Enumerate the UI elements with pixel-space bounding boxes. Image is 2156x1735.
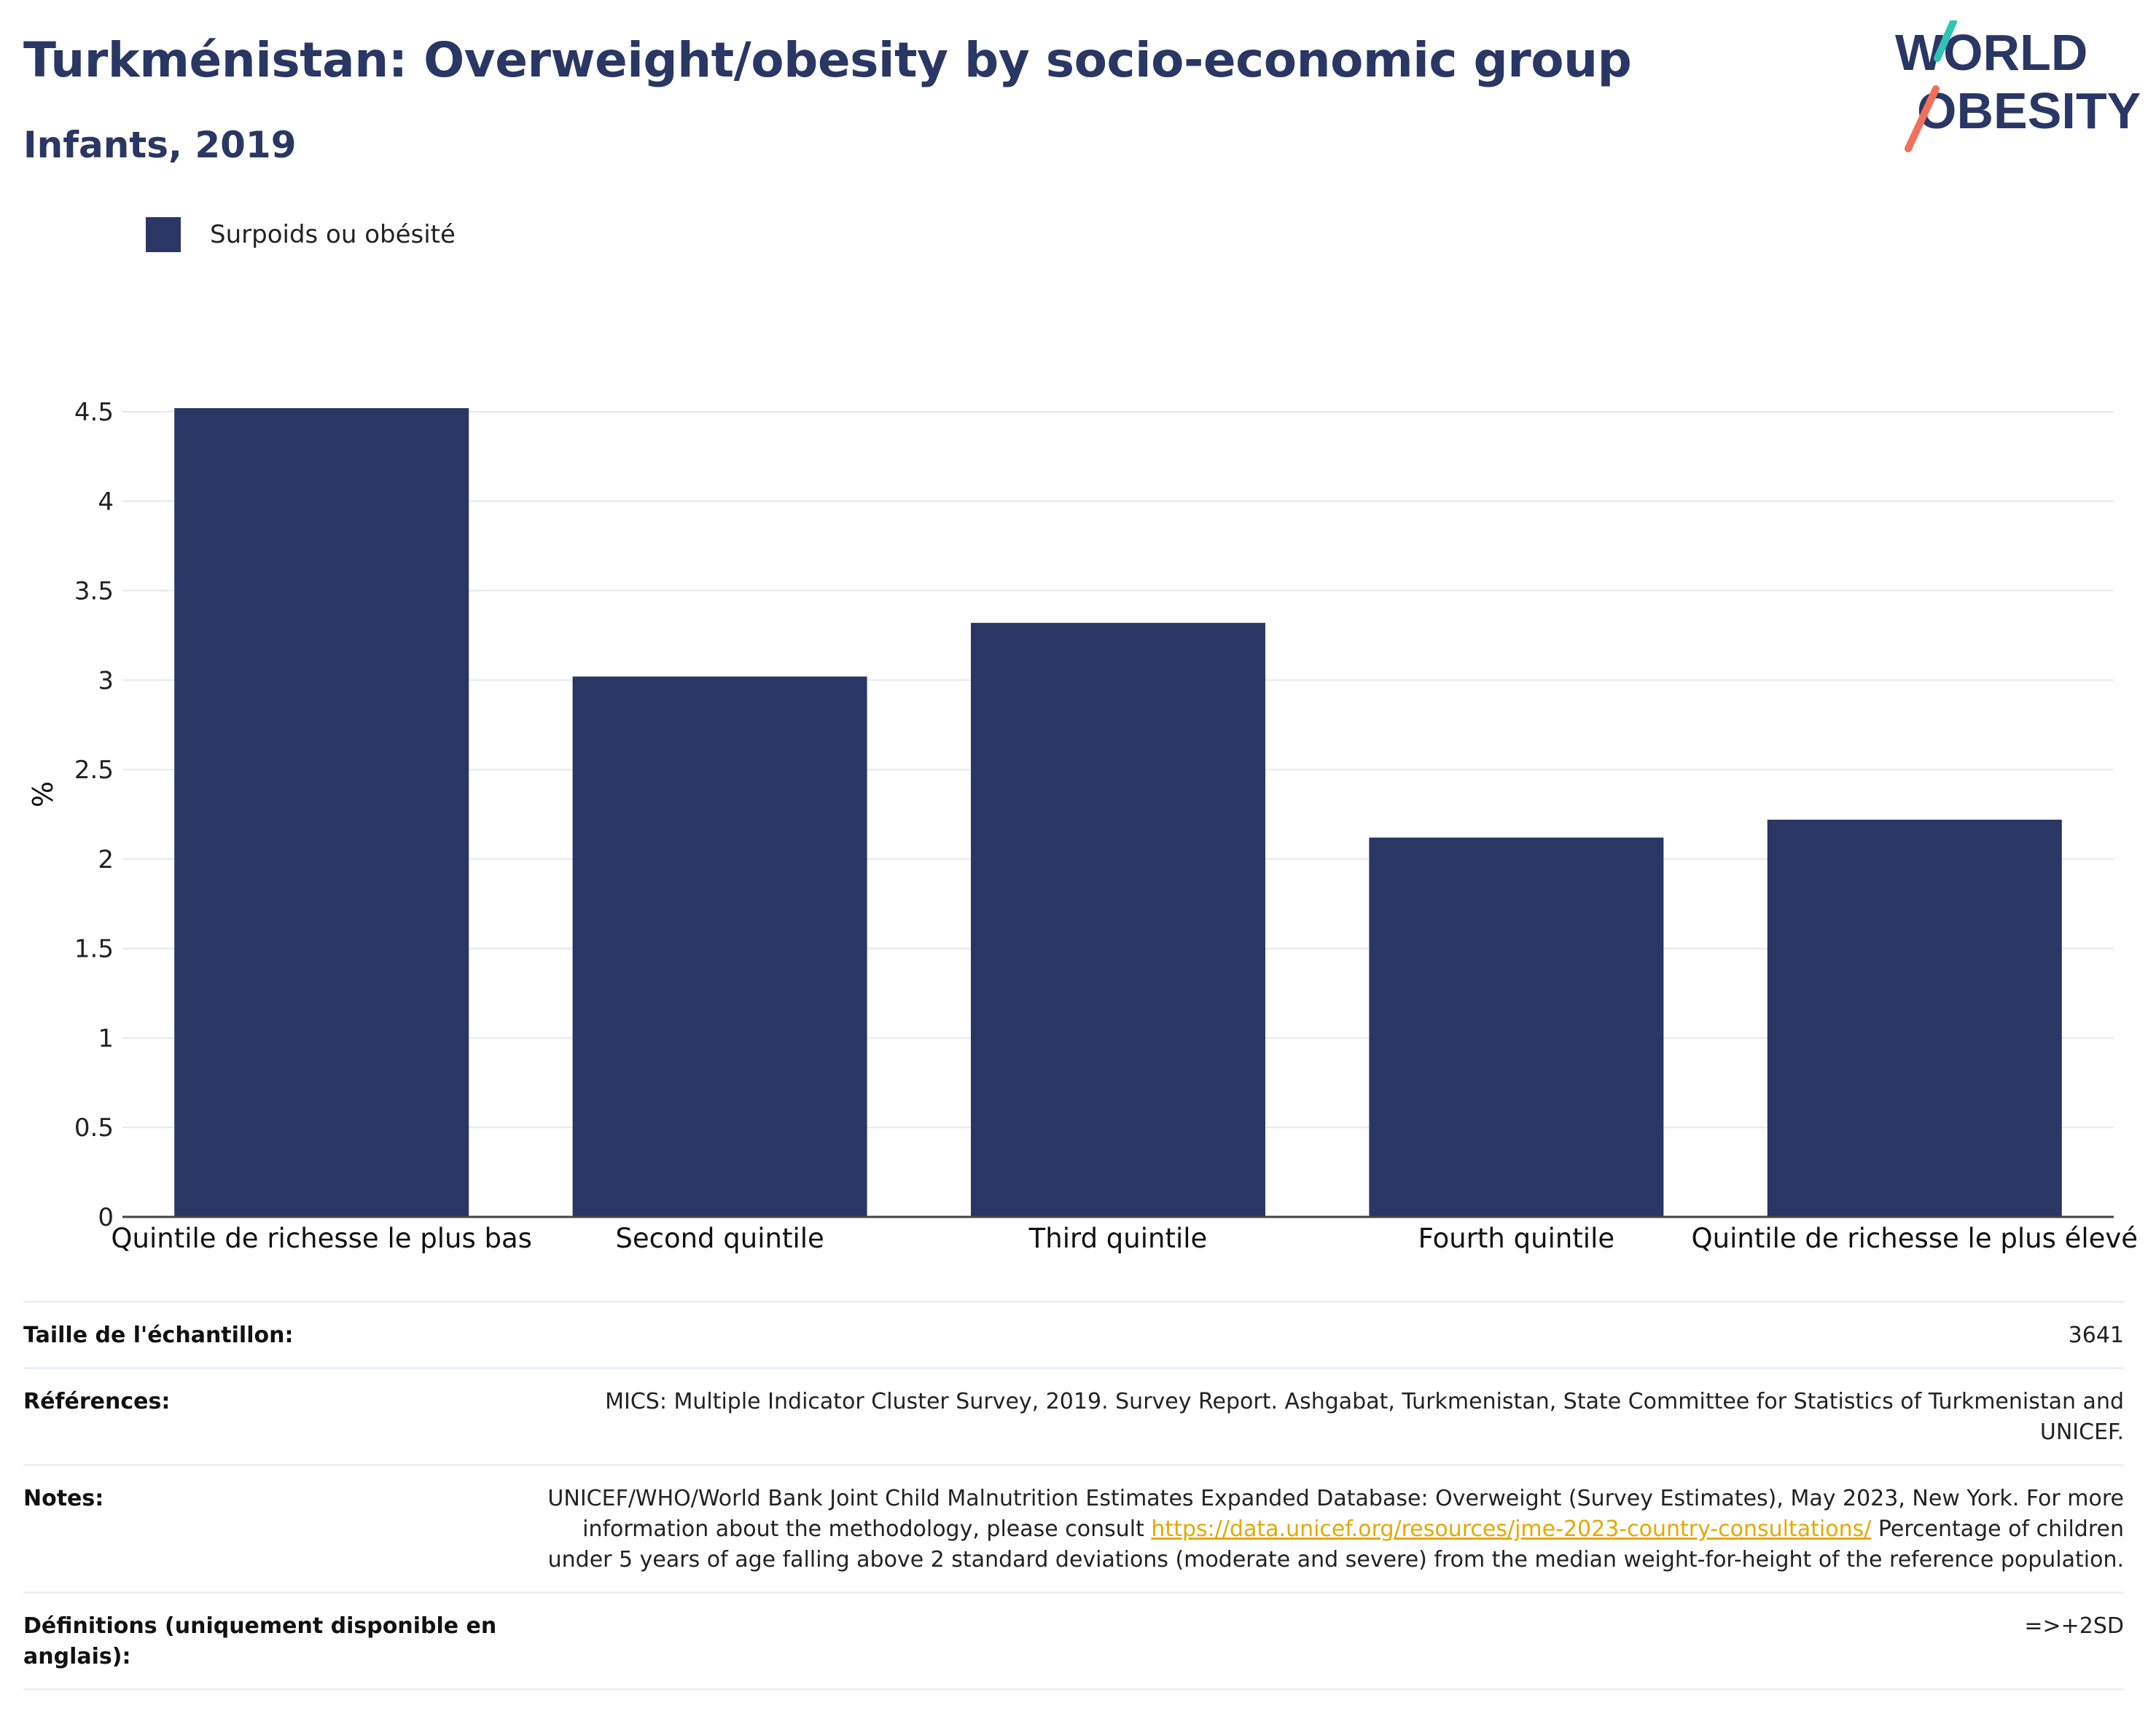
metadata-table: Taille de l'échantillon: 3641 Références… <box>23 1301 2124 1691</box>
legend-swatch <box>146 217 181 252</box>
y-axis-title: % <box>27 781 59 807</box>
notes-text-2: Percentage of children under 5 years of … <box>547 1516 2124 1573</box>
bar[interactable] <box>1369 837 1664 1217</box>
meta-row-sample-size: Taille de l'échantillon: 3641 <box>23 1301 2124 1367</box>
bar[interactable] <box>1767 819 2062 1217</box>
meta-row-notes: Notes: UNICEF/WHO/World Bank Joint Child… <box>23 1464 2124 1591</box>
y-tick-label: 3.5 <box>74 577 114 606</box>
y-tick-label: 3 <box>98 666 114 695</box>
logo-text-obesity: OBESITY <box>1917 82 2141 139</box>
y-tick-label: 0.5 <box>74 1113 114 1143</box>
chart-bars <box>174 408 2062 1217</box>
meta-value-sample-size: 3641 <box>2068 1323 2124 1348</box>
bar[interactable] <box>971 622 1265 1217</box>
y-tick-label: 0 <box>98 1203 114 1232</box>
x-tick-label: Second quintile <box>615 1223 824 1254</box>
world-obesity-logo: WORLD OBESITY <box>1895 20 2141 152</box>
bar[interactable] <box>572 676 867 1217</box>
meta-value-definitions: =>+2SD <box>2024 1613 2124 1639</box>
meta-value-notes: UNICEF/WHO/World Bank Joint Child Malnut… <box>520 1484 2124 1575</box>
x-tick-label: Quintile de richesse le plus élevé <box>1692 1223 2139 1254</box>
y-tick-label: 1 <box>98 1024 114 1053</box>
meta-key-sample-size: Taille de l'échantillon: <box>23 1323 294 1348</box>
y-axis-ticks: 0 0.5 1 1.5 2 2.5 3 3.5 4 4.5 <box>74 398 114 1232</box>
meta-key-references: Références: <box>23 1389 171 1414</box>
page-title: Turkménistan: Overweight/obesity by soci… <box>23 32 1632 88</box>
y-tick-label: 2 <box>98 845 114 874</box>
meta-key-notes: Notes: <box>23 1486 104 1511</box>
meta-row-definitions: Définitions (uniquement disponible en an… <box>23 1591 2124 1691</box>
meta-key-definitions: Définitions (uniquement disponible en an… <box>23 1613 497 1669</box>
y-tick-label: 1.5 <box>74 935 114 964</box>
bar-chart: 0 0.5 1 1.5 2 2.5 3 3.5 4 4.5 Quintile de richess… <box>27 398 2138 1254</box>
x-tick-label: Third quintile <box>1028 1223 1208 1254</box>
x-tick-label: Quintile de richesse le plus bas <box>111 1223 532 1254</box>
logo-slash-bottom <box>1905 85 1940 152</box>
chart-legend: Surpoids ou obésité <box>146 216 456 254</box>
y-tick-label: 4 <box>98 487 114 517</box>
logo-text-world: WORLD <box>1895 24 2087 81</box>
notes-text-1: UNICEF/WHO/World Bank Joint Child Malnut… <box>547 1486 2124 1542</box>
y-tick-label: 2.5 <box>74 756 114 785</box>
meta-row-references: Références: MICS: Multiple Indicator Clu… <box>23 1367 2124 1464</box>
meta-value-references: MICS: Multiple Indicator Cluster Survey,… <box>605 1389 2124 1445</box>
logo-slash-top <box>1934 20 1957 62</box>
legend-label: Surpoids ou obésité <box>210 220 456 249</box>
page-subtitle: Infants, 2019 <box>23 124 297 166</box>
x-tick-label: Fourth quintile <box>1418 1223 1614 1254</box>
bar[interactable] <box>174 408 469 1217</box>
x-axis-ticks: Quintile de richesse le plus bas Second q… <box>111 1223 2138 1254</box>
notes-link[interactable]: https://data.unicef.org/resources/jme-20… <box>1151 1516 1872 1542</box>
y-tick-label: 4.5 <box>74 398 114 427</box>
